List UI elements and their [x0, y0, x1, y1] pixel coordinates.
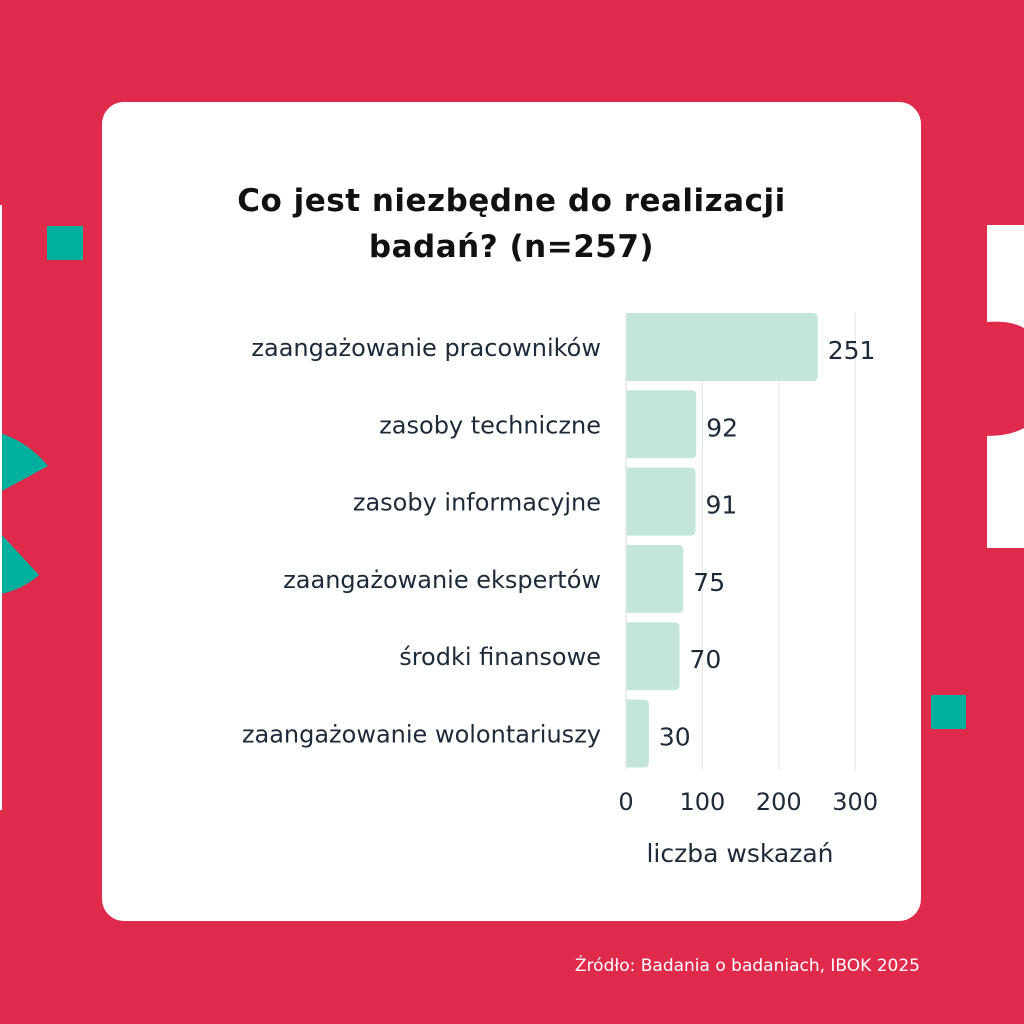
category-label: zaangażowanie ekspertów	[283, 566, 601, 594]
data-label: 92	[706, 413, 738, 442]
bar	[626, 467, 696, 536]
chart-card	[102, 102, 921, 921]
x-tick-label: 200	[756, 788, 802, 816]
data-label: 91	[706, 491, 738, 520]
x-tick-label: 0	[618, 788, 633, 816]
chart-title: Co jest niezbędne do realizacji badań? (…	[102, 178, 921, 270]
category-label: zasoby informacyjne	[353, 489, 601, 517]
category-label: zaangażowanie pracowników	[251, 334, 601, 362]
title-line-1: Co jest niezbędne do realizacji	[237, 183, 786, 219]
bar	[626, 699, 649, 768]
x-tick-label: 100	[679, 788, 725, 816]
x-axis-title: liczba wskazań	[646, 839, 833, 868]
bar	[626, 544, 684, 613]
category-label: zaangażowanie wolontariuszy	[242, 721, 601, 749]
white-line-left	[0, 205, 2, 810]
teal-square-left	[47, 226, 83, 260]
bar	[626, 622, 680, 691]
teal-square-right	[931, 695, 966, 729]
bar	[626, 390, 697, 459]
title-line-2: badań? (n=257)	[368, 229, 655, 265]
teal-sector-lower	[0, 533, 39, 594]
data-label: 70	[689, 645, 721, 674]
white-letter-shape	[987, 225, 1024, 548]
x-tick-label: 300	[832, 788, 878, 816]
data-label: 75	[693, 568, 725, 597]
category-label: środki finansowe	[399, 643, 601, 671]
teal-sector-upper	[0, 433, 48, 492]
source-note: Źródło: Badania o badaniach, IBOK 2025	[574, 956, 920, 976]
bar	[626, 313, 818, 381]
data-label: 251	[828, 336, 876, 365]
category-label: zasoby techniczne	[379, 411, 601, 439]
data-label: 30	[659, 723, 691, 752]
